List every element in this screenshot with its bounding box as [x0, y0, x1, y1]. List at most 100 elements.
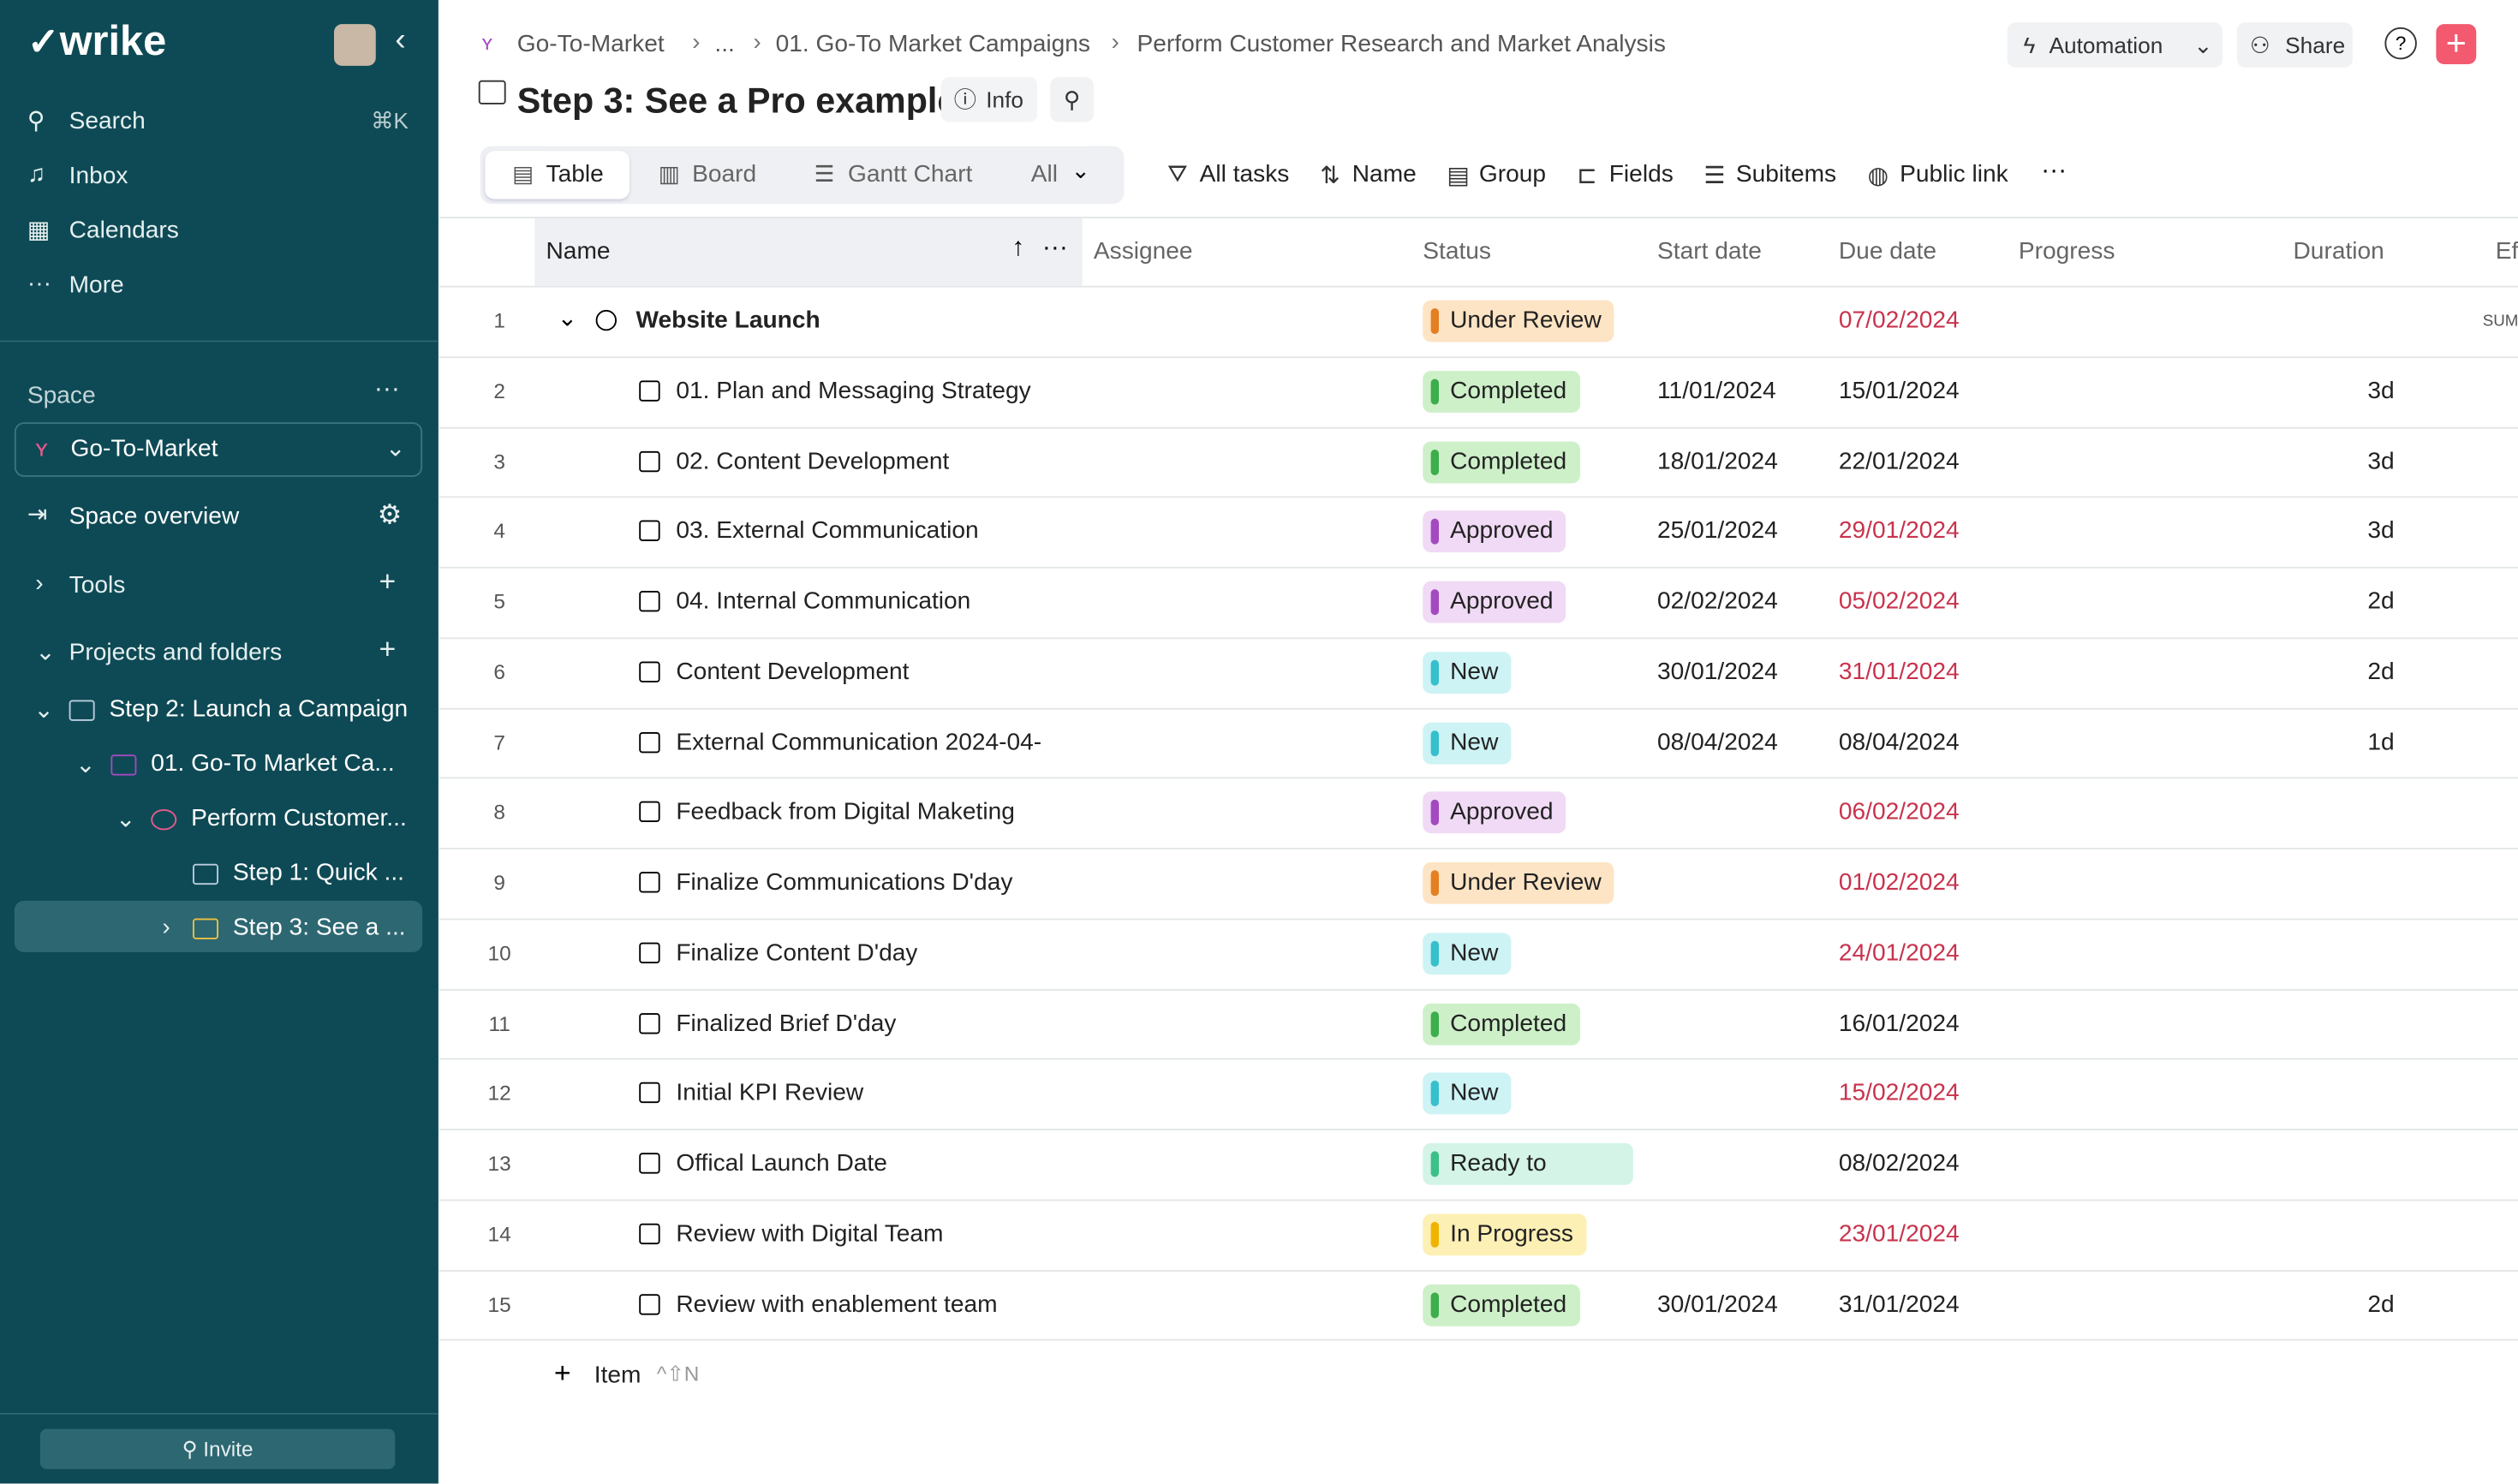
status-label: Under Review	[1450, 868, 1602, 897]
status: Completed	[1423, 440, 1580, 483]
row-number: 13	[487, 1151, 511, 1176]
task-name[interactable]: Content Development	[676, 658, 910, 686]
start-date: 08/04/2024	[1657, 728, 1778, 756]
due-date: 31/01/2024	[1838, 1290, 1960, 1318]
avatar[interactable]	[334, 24, 376, 66]
task-icon	[639, 379, 660, 402]
share: Share	[2285, 32, 2346, 58]
column-header: Assignee	[1093, 237, 1193, 265]
view-tab[interactable]: All	[1030, 160, 1059, 188]
row-line	[438, 1129, 2518, 1130]
task-name[interactable]: Finalize Content D'day	[676, 939, 918, 967]
start-date: 02/02/2024	[1657, 587, 1778, 616]
task-name[interactable]: Initial KPI Review	[676, 1079, 864, 1107]
toolbar-action[interactable]: Public link	[1900, 160, 2008, 188]
pin[interactable]: ⚲	[1050, 77, 1094, 122]
duration: 2d	[2367, 658, 2395, 686]
breadcrumb[interactable]: Go-To-Market	[516, 30, 665, 58]
row-number: 1	[493, 308, 505, 333]
toolbar-action[interactable]: Group	[1478, 160, 1547, 188]
duration: 2d	[2367, 1290, 2395, 1318]
tree-item[interactable]: Perform Customer...	[191, 804, 407, 832]
toolbar-action[interactable]: Fields	[1608, 160, 1674, 188]
tree-item[interactable]: Step 3: See a ...	[232, 913, 406, 941]
status: Completed	[1423, 1284, 1580, 1326]
task-name[interactable]: 03. External Communication	[676, 517, 979, 545]
status: Approved	[1423, 791, 1566, 834]
nav-item[interactable]: More	[69, 271, 124, 299]
row-number: 7	[493, 730, 505, 754]
task-name[interactable]: Feedback from Digital Maketing	[676, 798, 1015, 826]
toolbar-action[interactable]: Name	[1351, 160, 1417, 188]
share-button[interactable]: ⚇ Share	[2236, 22, 2353, 68]
header-line	[438, 217, 2518, 218]
caret: ⌄	[75, 751, 96, 779]
nav-item[interactable]: Search	[69, 107, 146, 135]
task-name[interactable]: Finalize Communications D'day	[676, 868, 1013, 897]
row-number: 4	[493, 519, 505, 544]
toolbar-action[interactable]: All tasks	[1199, 160, 1290, 188]
task-name[interactable]: 02. Content Development	[676, 447, 950, 475]
breadcrumb[interactable]: Perform Customer Research and Market Ana…	[1137, 30, 1666, 58]
row-line	[438, 1058, 2518, 1060]
task-name[interactable]: Website Launch	[635, 307, 820, 334]
task-name[interactable]: Review with Digital Team	[676, 1219, 944, 1248]
due-date: 16/01/2024	[1838, 1009, 1960, 1037]
task-icon	[639, 731, 660, 753]
add-button[interactable]: +	[2436, 23, 2477, 64]
status: New	[1423, 1072, 1512, 1115]
status-label: Completed	[1450, 1290, 1567, 1318]
tree-item[interactable]: Step 1: Quick ...	[232, 859, 404, 886]
status-label: Approved	[1450, 517, 1554, 545]
page-title: Step 3: See a Pro example	[516, 80, 958, 121]
name-header-bg	[534, 218, 1083, 286]
row-line	[438, 1269, 2518, 1272]
tree-item[interactable]: Step 2: Launch a Campaign	[109, 694, 409, 723]
tools[interactable]: Tools	[69, 571, 126, 599]
nav-item[interactable]: Calendars	[69, 217, 179, 244]
space-overview[interactable]: Space overview	[69, 502, 240, 530]
collapse[interactable]: ‹	[395, 22, 406, 58]
task-icon	[595, 309, 617, 331]
space-menu[interactable]: ···	[373, 375, 400, 403]
separator: ›	[753, 28, 761, 57]
due-date: 22/01/2024	[1838, 447, 1960, 475]
toolbar-action[interactable]: Subitems	[1735, 160, 1837, 188]
help[interactable]: ?	[2384, 27, 2417, 60]
folder-icon	[110, 754, 137, 776]
info-button[interactable]: ⓘ Info	[940, 77, 1038, 122]
row-line	[438, 496, 2518, 498]
add-icon: +	[553, 1356, 571, 1390]
row-line	[438, 566, 2518, 569]
selected-bg	[14, 900, 423, 952]
task-name[interactable]: 01. Plan and Messaging Strategy	[676, 377, 1031, 405]
task-name[interactable]: 04. Internal Communication	[676, 587, 971, 616]
breadcrumb[interactable]: 01. Go-To Market Campaigns	[775, 30, 1090, 58]
folder-icon	[478, 80, 506, 104]
space-select[interactable]: ʏ Go-To-Market ⌄	[14, 422, 423, 477]
breadcrumb[interactable]: ...	[714, 30, 735, 58]
invite-button[interactable]: ⚲ Invite	[39, 1428, 396, 1469]
task-name[interactable]: Review with enablement team	[676, 1290, 998, 1318]
row-number: 10	[487, 940, 511, 965]
view-tab[interactable]: Board	[692, 160, 757, 188]
due-date: 08/04/2024	[1838, 728, 1960, 756]
task-name[interactable]: Offical Launch Date	[676, 1149, 887, 1177]
nav-item[interactable]: Inbox	[69, 162, 128, 190]
settings[interactable]: ⚙	[377, 499, 403, 530]
status-label: In Progress	[1450, 1219, 1573, 1248]
status-label: New	[1450, 1079, 1499, 1107]
projects[interactable]: Projects and folders	[69, 639, 283, 667]
view-tab[interactable]: Gantt Chart	[848, 160, 973, 188]
task-name[interactable]: External Communication 2024-04-	[676, 728, 1042, 756]
view-tab[interactable]: Table	[546, 160, 604, 188]
status: New	[1423, 721, 1512, 764]
add-item[interactable]: Item	[594, 1362, 641, 1390]
task-name[interactable]: Finalized Brief D'day	[676, 1009, 897, 1037]
tree-item[interactable]: 01. Go-To Market Ca...	[151, 749, 395, 778]
brand: ✓wrike	[27, 15, 167, 64]
due-date: 06/02/2024	[1838, 798, 1960, 826]
row-number: 6	[493, 659, 505, 684]
start-date: 25/01/2024	[1657, 517, 1778, 545]
automation-button[interactable]: ϟ Automation ⌄	[2007, 22, 2223, 68]
